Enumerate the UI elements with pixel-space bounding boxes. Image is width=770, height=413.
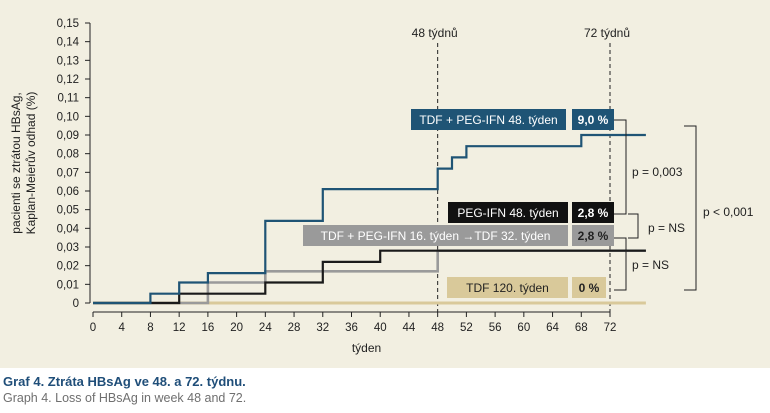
x-tick-label: 28 (288, 322, 301, 334)
x-tick-label: 4 (119, 322, 126, 334)
series-value-box-0 (572, 109, 614, 130)
x-axis-label: týden (352, 341, 381, 355)
y-tick-label: 0,14 (57, 37, 80, 49)
kaplan-meier-chart: 0 0,01 0,02 0,03 0,04 0,05 0,06 0,07 0,08 0,09 0,1… (9, 18, 754, 355)
y-tick-label: 0,01 (57, 279, 79, 291)
series-end-value-label: 2,8 % (578, 229, 609, 243)
significance-bracket-2 (614, 237, 627, 291)
p-value-annotation: p < 0,001 (703, 205, 754, 219)
series-name-label: TDF 120. týden (466, 281, 549, 295)
y-tick-label: 0,12 (57, 74, 79, 86)
series-name-label: TDF + PEG-IFN 48. týden (419, 113, 557, 127)
x-tick-label: 68 (575, 322, 588, 334)
y-tick-label: 0,05 (57, 205, 79, 217)
series-label-box-1 (448, 202, 568, 223)
series-name-label: PEG-IFN 48. týden (457, 206, 558, 220)
y-tick-label: 0,11 (57, 93, 79, 105)
series-end-value-label: 9,0 % (578, 113, 609, 127)
y-tick-label: 0,09 (57, 130, 79, 142)
x-tick-label: 8 (147, 322, 153, 334)
series-label-box-0 (411, 109, 566, 130)
x-tick-label: 16 (201, 322, 214, 334)
x-tick-label: 72 (604, 322, 617, 334)
series-value-box-1 (572, 202, 614, 223)
significance-bracket-3 (684, 125, 697, 291)
x-tick-label: 64 (546, 322, 559, 334)
caption-title: Graf 4. Ztráta HBsAg ve 48. a 72. týdnu. (3, 374, 246, 389)
x-tick-label: 60 (517, 322, 530, 334)
y-tick-label: 0,02 (57, 261, 79, 273)
y-tick-label: 0,06 (57, 186, 79, 198)
x-tick-label: 52 (460, 322, 473, 334)
significance-bracket-1 (628, 213, 639, 239)
y-tick-label: 0,13 (57, 55, 79, 67)
y-tick-label: 0,07 (57, 167, 79, 179)
x-tick-label: 44 (403, 322, 416, 334)
series-line-1 (93, 249, 646, 305)
p-value-annotation: p = NS (648, 221, 685, 235)
x-tick-label: 12 (173, 322, 186, 334)
y-axis-label: pacienti se ztrátou HBsAg,Kaplan-Meierův… (9, 92, 38, 235)
y-tick-label: 0,03 (57, 242, 79, 254)
y-tick-label: 0,15 (57, 18, 79, 30)
x-tick-label: 0 (90, 322, 96, 334)
significance-bracket-0 (614, 119, 627, 215)
x-tick-label: 40 (374, 322, 387, 334)
y-axis-label-line: Kaplan-Meierův odhad (%) (24, 92, 38, 235)
p-value-annotation: p = NS (632, 258, 669, 272)
series-end-value-label: 0 % (579, 281, 600, 295)
x-tick-label: 32 (316, 322, 329, 334)
x-tick-label: 56 (489, 322, 502, 334)
figure-caption: Graf 4. Ztráta HBsAg ve 48. a 72. týdnu.… (3, 373, 246, 407)
y-tick-label: 0,04 (57, 223, 80, 235)
p-value-annotation: p = 0,003 (632, 165, 683, 179)
series-line-0 (93, 133, 646, 305)
y-tick-label: 0,08 (57, 149, 79, 161)
x-tick-label: 48 (431, 322, 444, 334)
y-tick-label: 0 (73, 298, 79, 310)
chart-panel: 0 0,01 0,02 0,03 0,04 0,05 0,06 0,07 0,08 0,09 0,1… (0, 0, 770, 368)
x-tick-label: 24 (259, 322, 272, 334)
reference-label-week-72: 72 týdnů (584, 26, 630, 40)
series-name-label: TDF + PEG-IFN 16. týden →TDF 32. týden (321, 229, 551, 243)
series-value-box-3 (572, 277, 606, 298)
series-label-box-3 (447, 277, 568, 298)
series-end-value-label: 2,8 % (578, 206, 609, 220)
x-tick-label: 36 (345, 322, 358, 334)
series-value-box-2 (572, 225, 614, 246)
x-tick-label: 20 (230, 322, 243, 334)
series-line-2 (93, 249, 646, 305)
series-label-box-2 (303, 225, 568, 246)
y-tick-label: 0,10 (57, 111, 79, 123)
reference-label-week-48: 48 týdnů (412, 26, 458, 40)
y-axis-label-line: pacienti se ztrátou HBsAg, (9, 92, 23, 233)
caption-subtitle: Graph 4. Loss of HBsAg in week 48 and 72… (3, 391, 247, 405)
